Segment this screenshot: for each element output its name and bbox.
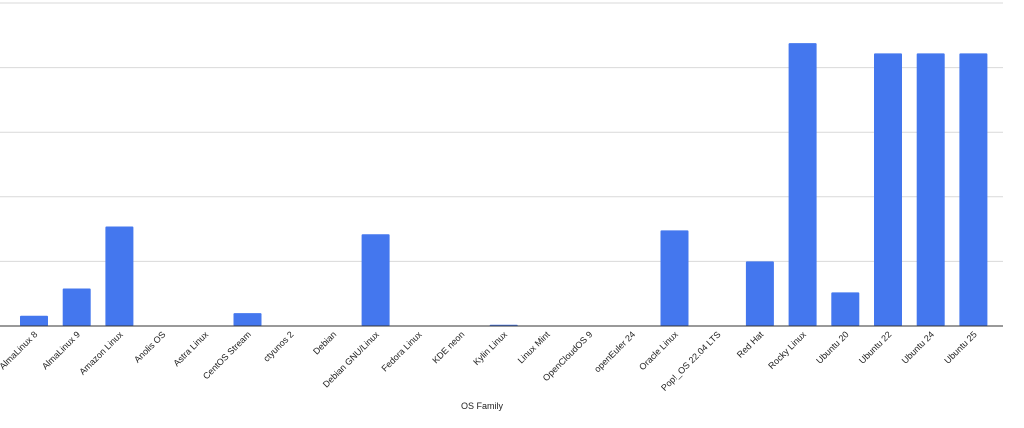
x-tick-label: Ubuntu 25 bbox=[942, 329, 978, 365]
bar bbox=[62, 288, 91, 326]
bar bbox=[233, 313, 262, 326]
x-tick-label: Ubuntu 24 bbox=[900, 329, 936, 365]
x-tick-label: AlmaLinux 8 bbox=[0, 329, 39, 371]
x-tick-label: Kylin Linux bbox=[471, 329, 509, 367]
x-tick-label: ctyunos 2 bbox=[261, 329, 295, 363]
bar bbox=[105, 226, 134, 326]
x-tick-label: Ubuntu 22 bbox=[857, 329, 893, 365]
x-axis-title: OS Family bbox=[461, 401, 504, 411]
x-tick-label: KDE neon bbox=[430, 329, 466, 365]
x-tick-label: Linux Mint bbox=[516, 329, 552, 365]
x-tick-label: Anolis OS bbox=[132, 329, 167, 364]
x-tick-label: Astra Linux bbox=[171, 329, 210, 368]
x-tick-label: Debian bbox=[311, 329, 338, 356]
bar bbox=[788, 43, 817, 326]
x-tick-label: openEuler 24 bbox=[592, 329, 637, 374]
x-tick-label: Rocky Linux bbox=[766, 329, 808, 371]
grid-lines bbox=[0, 2, 1003, 262]
x-tick-label: Red Hat bbox=[735, 329, 766, 360]
bar bbox=[660, 230, 689, 326]
x-tick-label: AlmaLinux 9 bbox=[40, 329, 82, 371]
bar bbox=[916, 53, 945, 327]
bar bbox=[959, 53, 988, 327]
bars bbox=[20, 43, 988, 327]
bar bbox=[831, 292, 860, 326]
x-tick-label: Ubuntu 20 bbox=[814, 329, 850, 365]
bar bbox=[361, 234, 390, 326]
x-tick-label: Oracle Linux bbox=[637, 329, 680, 372]
x-tick-label: Amazon Linux bbox=[77, 329, 125, 377]
x-tick-label: Fedora Linux bbox=[379, 329, 424, 374]
bar bbox=[874, 53, 902, 327]
bar bbox=[745, 261, 774, 326]
bar bbox=[20, 315, 48, 326]
